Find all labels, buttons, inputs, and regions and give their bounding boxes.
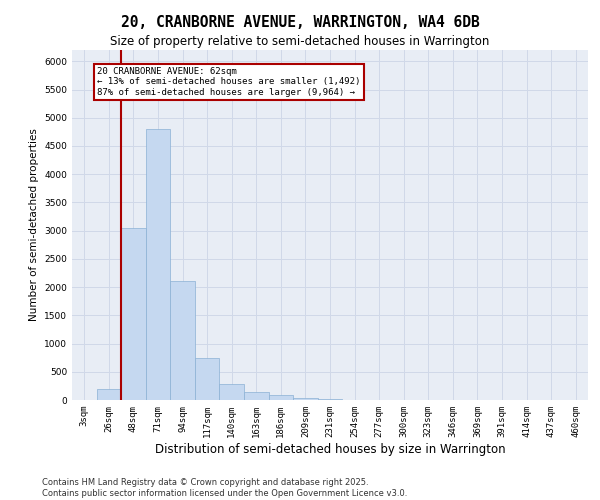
Bar bbox=[293, 398, 318, 400]
Bar bbox=[97, 388, 121, 400]
Text: Contains HM Land Registry data © Crown copyright and database right 2025.
Contai: Contains HM Land Registry data © Crown c… bbox=[42, 478, 407, 498]
Text: 20, CRANBORNE AVENUE, WARRINGTON, WA4 6DB: 20, CRANBORNE AVENUE, WARRINGTON, WA4 6D… bbox=[121, 15, 479, 30]
Text: Size of property relative to semi-detached houses in Warrington: Size of property relative to semi-detach… bbox=[110, 35, 490, 48]
Bar bbox=[244, 392, 269, 400]
Bar bbox=[170, 282, 195, 400]
Bar bbox=[220, 384, 244, 400]
Bar bbox=[195, 358, 220, 400]
Y-axis label: Number of semi-detached properties: Number of semi-detached properties bbox=[29, 128, 38, 322]
Bar bbox=[146, 129, 170, 400]
Text: 20 CRANBORNE AVENUE: 62sqm
← 13% of semi-detached houses are smaller (1,492)
87%: 20 CRANBORNE AVENUE: 62sqm ← 13% of semi… bbox=[97, 67, 361, 96]
Bar bbox=[121, 228, 146, 400]
Bar bbox=[269, 396, 293, 400]
Bar bbox=[318, 399, 342, 400]
X-axis label: Distribution of semi-detached houses by size in Warrington: Distribution of semi-detached houses by … bbox=[155, 442, 505, 456]
